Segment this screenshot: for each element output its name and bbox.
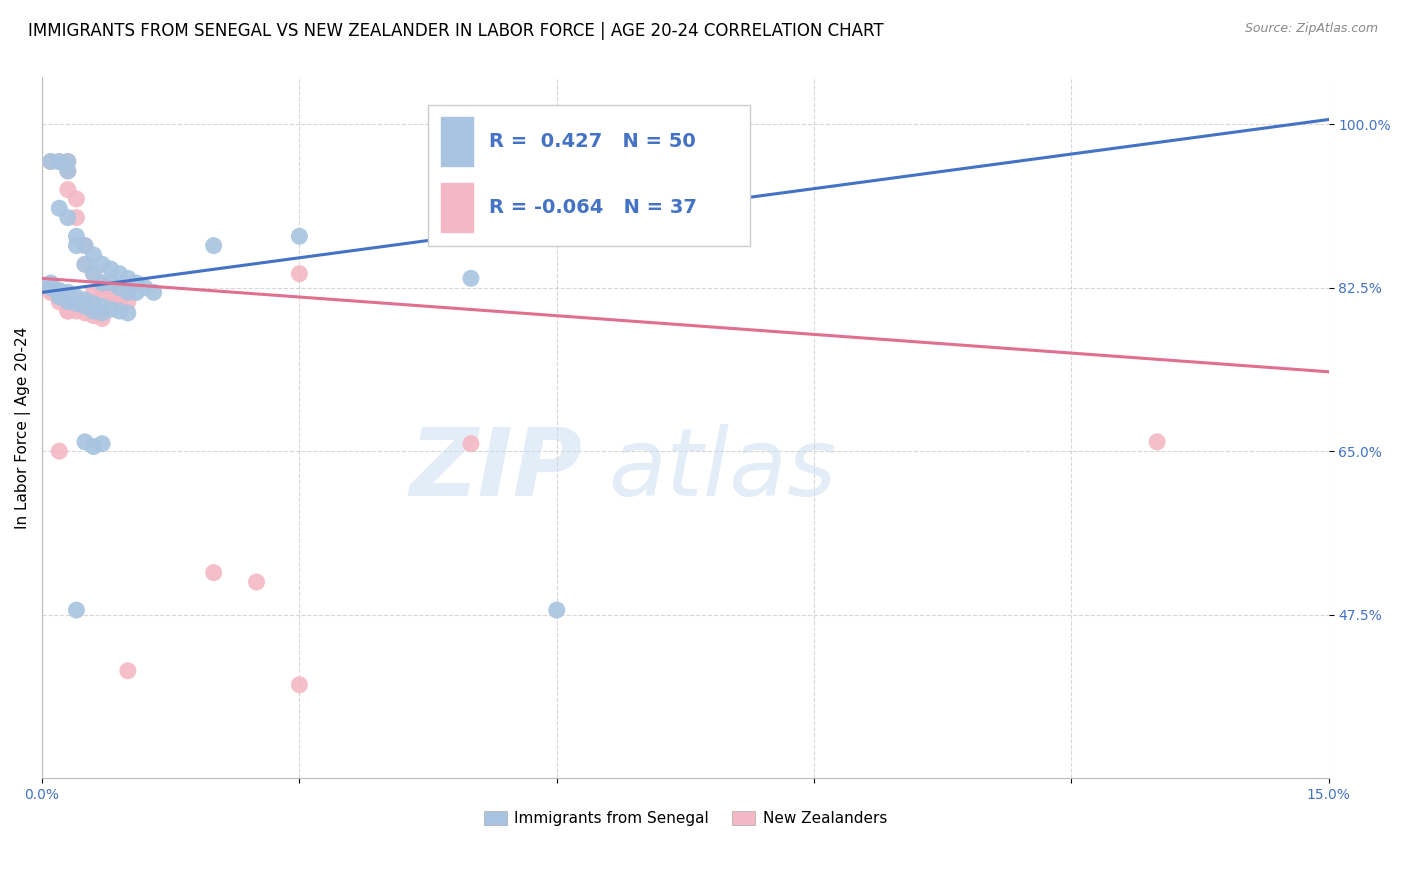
Point bbox=[65, 290, 87, 304]
Point bbox=[56, 285, 79, 300]
Text: Source: ZipAtlas.com: Source: ZipAtlas.com bbox=[1244, 22, 1378, 36]
Point bbox=[91, 276, 114, 290]
Point bbox=[202, 238, 225, 252]
Point bbox=[460, 271, 482, 285]
Point bbox=[48, 285, 70, 300]
Point bbox=[91, 285, 114, 300]
Point bbox=[65, 192, 87, 206]
Point bbox=[125, 285, 148, 300]
Point bbox=[83, 309, 105, 323]
Text: ZIP: ZIP bbox=[409, 424, 582, 516]
Point bbox=[56, 211, 79, 225]
Point bbox=[117, 271, 139, 285]
Point bbox=[117, 294, 139, 309]
Point bbox=[245, 574, 267, 589]
Text: IMMIGRANTS FROM SENEGAL VS NEW ZEALANDER IN LABOR FORCE | AGE 20-24 CORRELATION : IMMIGRANTS FROM SENEGAL VS NEW ZEALANDER… bbox=[28, 22, 884, 40]
Text: atlas: atlas bbox=[609, 425, 837, 516]
Point bbox=[91, 257, 114, 271]
Point bbox=[83, 267, 105, 281]
Point bbox=[73, 434, 96, 449]
Point bbox=[83, 267, 105, 281]
Point bbox=[56, 183, 79, 197]
Point bbox=[39, 285, 62, 300]
Point bbox=[56, 164, 79, 178]
Point bbox=[73, 299, 96, 313]
Point bbox=[100, 262, 122, 277]
Point bbox=[39, 154, 62, 169]
Point bbox=[460, 436, 482, 450]
Point bbox=[125, 276, 148, 290]
Point bbox=[91, 276, 114, 290]
Point bbox=[56, 304, 79, 318]
Point bbox=[91, 299, 114, 313]
Point bbox=[56, 164, 79, 178]
Point bbox=[39, 284, 62, 298]
Point bbox=[56, 154, 79, 169]
Point bbox=[83, 440, 105, 454]
Point bbox=[1146, 434, 1168, 449]
Point bbox=[91, 436, 114, 450]
Point bbox=[83, 285, 105, 300]
Point bbox=[48, 294, 70, 309]
Point bbox=[56, 296, 79, 310]
Point bbox=[117, 306, 139, 320]
Point bbox=[546, 603, 568, 617]
Point bbox=[100, 285, 122, 300]
Point bbox=[73, 293, 96, 307]
Point bbox=[83, 248, 105, 262]
Point bbox=[73, 238, 96, 252]
Point bbox=[65, 238, 87, 252]
Point bbox=[48, 290, 70, 304]
Point bbox=[48, 201, 70, 215]
Point bbox=[39, 154, 62, 169]
Point bbox=[48, 154, 70, 169]
Point bbox=[91, 306, 114, 320]
Point bbox=[108, 281, 131, 295]
Point bbox=[56, 154, 79, 169]
Point bbox=[65, 603, 87, 617]
Legend: Immigrants from Senegal, New Zealanders: Immigrants from Senegal, New Zealanders bbox=[477, 804, 894, 834]
Point bbox=[117, 285, 139, 300]
Point bbox=[134, 281, 156, 295]
Point bbox=[39, 276, 62, 290]
Point bbox=[288, 229, 311, 244]
Point bbox=[73, 306, 96, 320]
Point bbox=[83, 304, 105, 318]
Point bbox=[83, 296, 105, 310]
Point bbox=[73, 238, 96, 252]
Point bbox=[108, 294, 131, 309]
Point bbox=[108, 287, 131, 301]
Point bbox=[117, 285, 139, 300]
Point bbox=[108, 304, 131, 318]
Point bbox=[65, 211, 87, 225]
Point bbox=[65, 296, 87, 310]
Point bbox=[91, 311, 114, 326]
Point bbox=[48, 154, 70, 169]
Point bbox=[73, 257, 96, 271]
Point bbox=[202, 566, 225, 580]
Point bbox=[100, 276, 122, 290]
Point bbox=[65, 229, 87, 244]
Point bbox=[100, 290, 122, 304]
Point bbox=[65, 304, 87, 318]
Point bbox=[56, 294, 79, 309]
Point bbox=[48, 444, 70, 458]
Point bbox=[142, 285, 165, 300]
Point bbox=[56, 304, 79, 318]
Point bbox=[48, 284, 70, 298]
Point bbox=[117, 664, 139, 678]
Point bbox=[288, 267, 311, 281]
Point bbox=[39, 281, 62, 295]
Point bbox=[288, 678, 311, 692]
Y-axis label: In Labor Force | Age 20-24: In Labor Force | Age 20-24 bbox=[15, 326, 31, 529]
Point bbox=[108, 267, 131, 281]
Point bbox=[100, 302, 122, 317]
Point bbox=[73, 257, 96, 271]
